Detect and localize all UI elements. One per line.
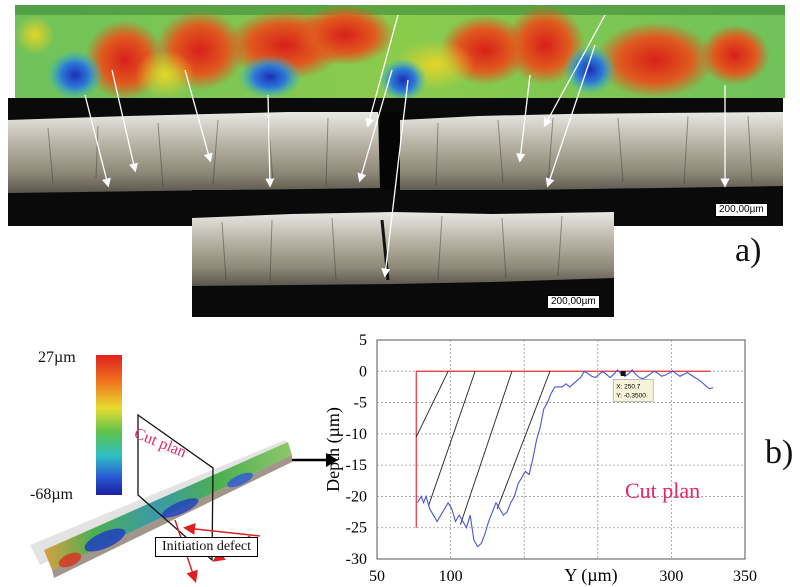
arrow-to-profile [292,453,338,467]
x-axis-label: Y (µm) [564,565,617,586]
y-tick-label: 5 [359,332,367,349]
colorbar-max-label: 27µm [38,349,76,366]
y-tick-label: -30 [346,551,367,568]
cursor-readout-text: X: 250.7 [616,383,641,390]
topography-map-strip [15,5,785,98]
x-tick-label: 50 [369,568,385,585]
cut-plan-line [428,371,476,506]
cut-plan-line [415,371,449,438]
cut-plan-line [496,371,551,510]
height-colorbar [96,355,122,495]
x-tick-label: 300 [659,568,683,585]
fracture-micrograph-bottom [192,190,614,317]
y-tick-label: -15 [346,457,367,474]
y-tick-label: -5 [354,395,367,412]
x-tick-label: 100 [439,568,463,585]
initiation-defect-label: Initiation defect [155,537,259,557]
y-tick-label: -10 [346,426,367,443]
y-tick-label: -20 [346,488,367,505]
plot-frame [376,339,746,560]
cursor-marker [620,370,626,376]
cursor-readout-text: Y: -0.3500 [616,392,646,399]
y-tick-label: -25 [346,520,367,537]
correspondence-arrows [101,117,730,278]
depth-profile-line [417,369,714,548]
colorbar-min-label: -68µm [30,486,73,503]
cut-plan-line [459,371,513,525]
scale-bar-top: 200,00µm [715,203,768,217]
cursor-readout-box [612,379,654,402]
scale-bar-bottom: 200,00µm [547,295,600,309]
y-tick-label: 0 [359,363,367,380]
y-axis-label: Depth (µm) [323,407,344,492]
cut-plan-label-chart: Cut plan [625,478,701,503]
panel-a-label: a) [735,232,762,269]
x-tick-label: 350 [733,568,757,585]
specimen-3d-view [30,413,292,583]
panel-b-label: b) [765,434,794,471]
